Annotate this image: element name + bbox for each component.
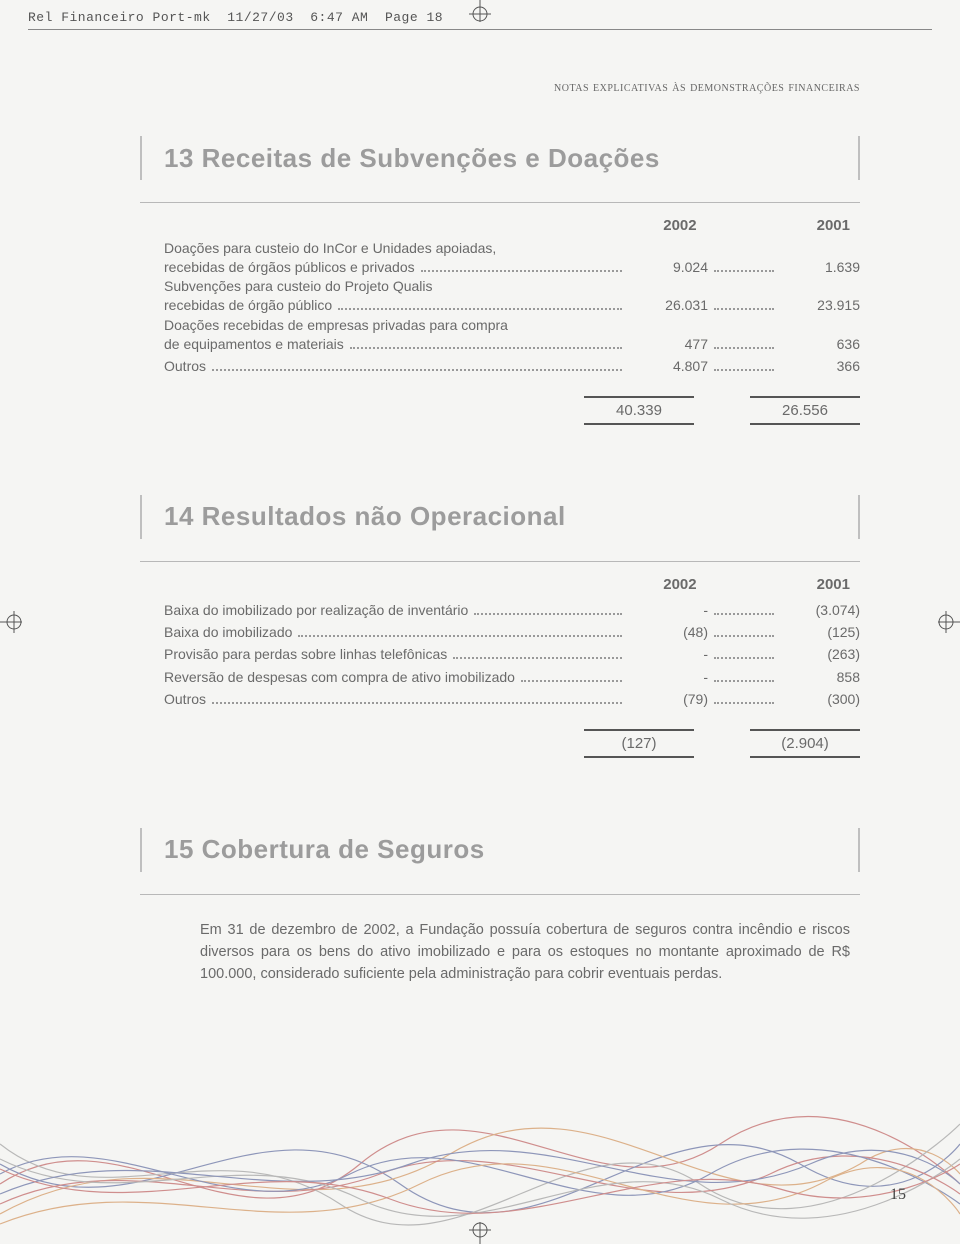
- table-row: Provisão para perdas sobre linhas telefô…: [164, 643, 860, 665]
- section-rule: [140, 202, 860, 203]
- crop-mark-top: [465, 0, 495, 30]
- table-row: Outros 4.807 366: [164, 355, 860, 377]
- section-14-title: 14 Resultados não Operacional: [164, 501, 836, 532]
- section-bar-left: [140, 136, 142, 180]
- totals-row: (127) (2.904): [164, 729, 860, 758]
- section-bar-right: [858, 495, 860, 539]
- table-row: Outros (79) (300): [164, 688, 860, 710]
- section-15-title: 15 Cobertura de Seguros: [164, 834, 836, 865]
- section-bar-left: [140, 495, 142, 539]
- year-header-row: 2002 2001: [164, 576, 860, 593]
- table-row: Doações recebidas de empresas privadas p…: [164, 317, 860, 355]
- section-14: 14 Resultados não Operacional 2002 2001 …: [140, 495, 860, 758]
- page-subtitle: notas explicativas às demonstrações fina…: [140, 80, 860, 96]
- total-2001: (2.904): [750, 729, 860, 758]
- section-13-title: 13 Receitas de Subvenções e Doações: [164, 143, 836, 174]
- section-13: 13 Receitas de Subvenções e Doações 2002…: [140, 136, 860, 425]
- section-bar-left: [140, 828, 142, 872]
- total-2001: 26.556: [750, 396, 860, 425]
- section-15: 15 Cobertura de Seguros Em 31 de dezembr…: [140, 828, 860, 986]
- section-bar-right: [858, 136, 860, 180]
- table-row: Baixa do imobilizado (48) (125): [164, 621, 860, 643]
- year-2001: 2001: [817, 576, 850, 593]
- year-2001: 2001: [817, 217, 850, 234]
- section-bar-right: [858, 828, 860, 872]
- table-row: Baixa do imobilizado por realização de i…: [164, 599, 860, 621]
- decorative-waves: [0, 964, 960, 1244]
- table-row: Reversão de despesas com compra de ativo…: [164, 666, 860, 688]
- year-2002: 2002: [663, 576, 696, 593]
- section-rule: [140, 561, 860, 562]
- page-number: 15: [890, 1186, 906, 1204]
- year-2002: 2002: [663, 217, 696, 234]
- section-rule: [140, 894, 860, 895]
- section-15-body: Em 31 de dezembro de 2002, a Fundação po…: [200, 919, 850, 986]
- table-row: Subvenções para custeio do Projeto Quali…: [164, 278, 860, 316]
- table-row: Doações para custeio do InCor e Unidades…: [164, 240, 860, 278]
- year-header-row: 2002 2001: [164, 217, 860, 234]
- total-2002: (127): [584, 729, 694, 758]
- total-2002: 40.339: [584, 396, 694, 425]
- totals-row: 40.339 26.556: [164, 396, 860, 425]
